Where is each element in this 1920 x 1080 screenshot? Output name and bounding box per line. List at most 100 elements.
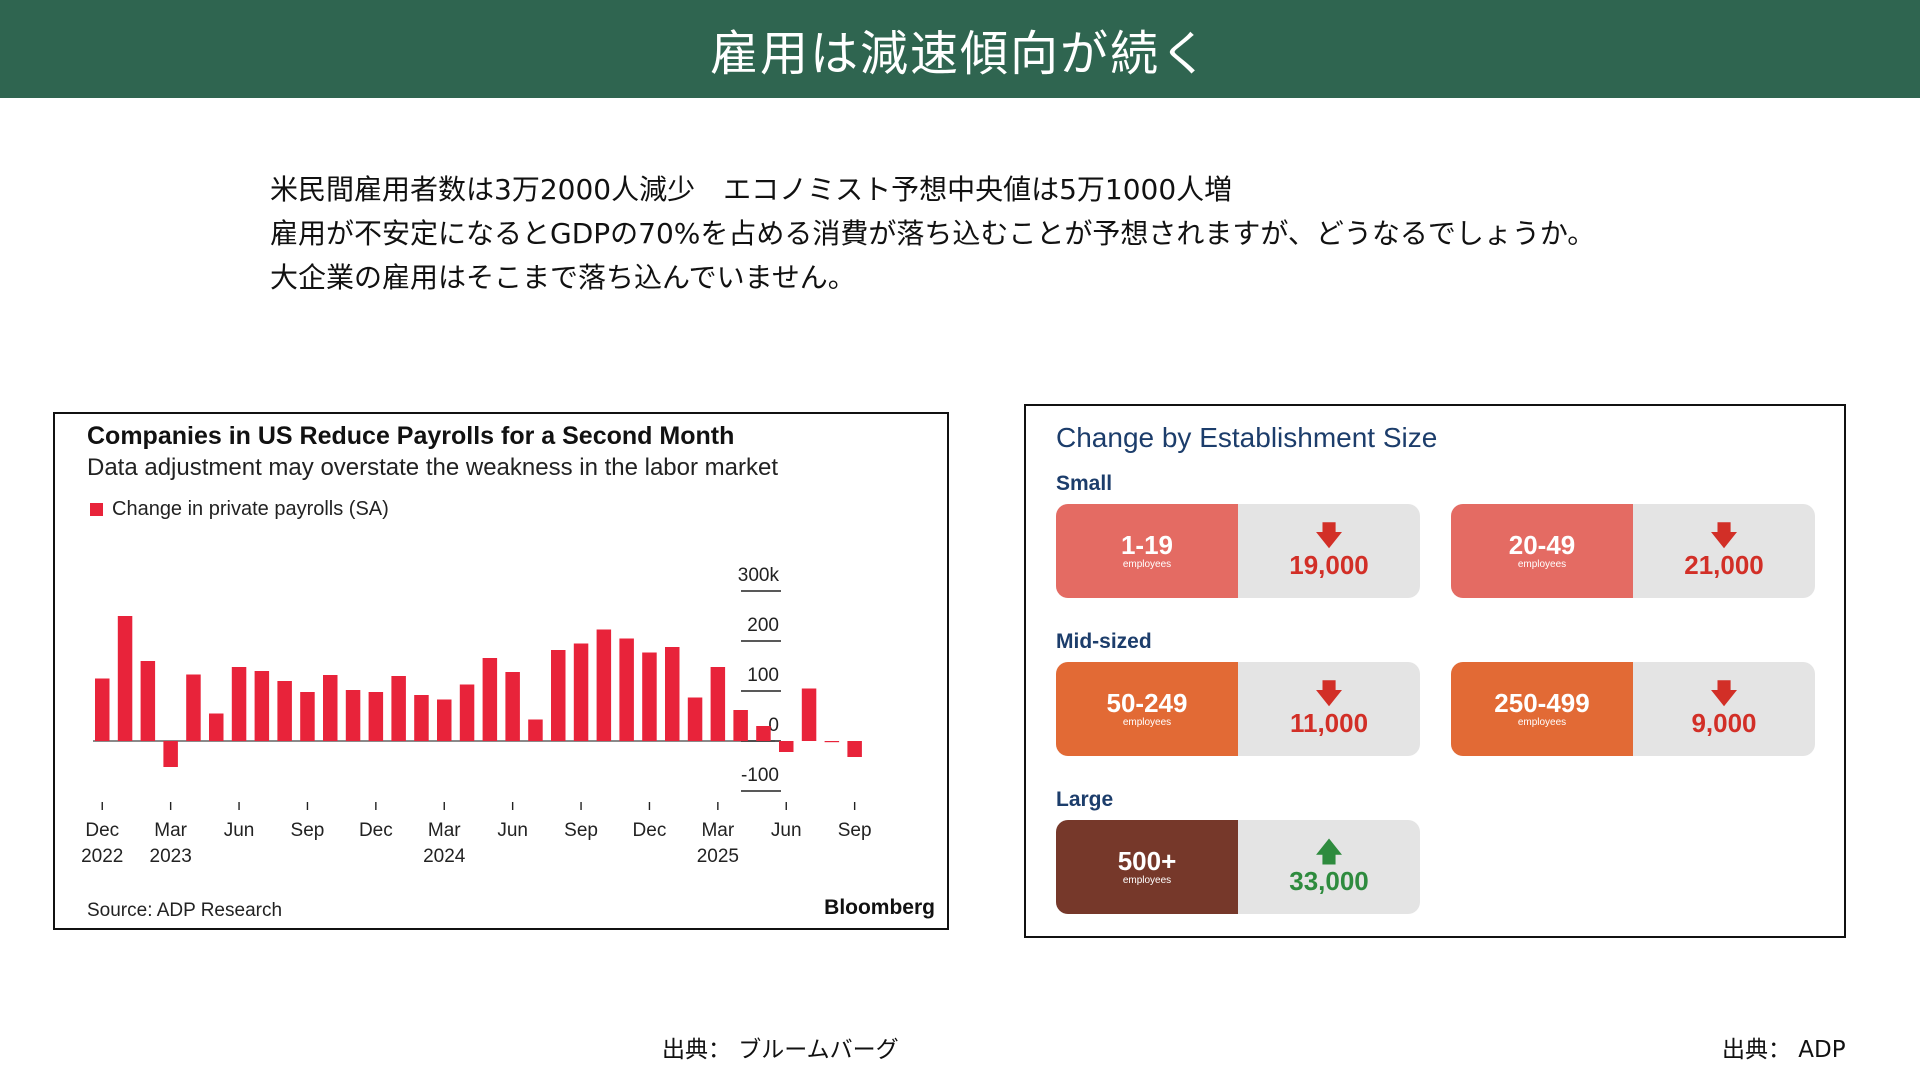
- payroll-bar: [619, 638, 634, 741]
- x-tick-label: Jun: [497, 820, 528, 841]
- size-unit: employees: [1517, 717, 1567, 728]
- bar-chart-plot: 300k 200 100 0 -100 Dec 2022 Mar 2023 Jun Sep Dec Ma…: [81, 565, 872, 867]
- change-amount: 11,000: [1289, 708, 1369, 738]
- chart-title: Companies in US Reduce Payrolls for a Se…: [87, 422, 735, 450]
- y-tick-label: -100: [741, 765, 779, 786]
- value-block: 🡅 33,000: [1238, 820, 1420, 914]
- payroll-bar: [345, 690, 361, 741]
- chart-legend: Change in private payrolls (SA): [90, 498, 389, 521]
- payroll-bar: [437, 699, 452, 741]
- payroll-bar: [95, 678, 110, 741]
- payroll-bar: [505, 672, 520, 741]
- payroll-bar: [368, 692, 384, 741]
- payroll-bar: [482, 658, 498, 741]
- size-card-50-249: 50-249 employees 🡇 11,000: [1056, 662, 1420, 756]
- size-unit: employees: [1517, 559, 1567, 570]
- payroll-bar: [277, 681, 292, 741]
- x-tick-label: Dec: [85, 820, 119, 841]
- payroll-bar: [710, 667, 726, 741]
- size-card-500-plus: 500+ employees 🡅 33,000: [1056, 820, 1420, 914]
- payroll-bar: [779, 741, 794, 752]
- up-arrow-icon: 🡅: [1314, 835, 1344, 868]
- group-label-mid: Mid-sized: [1056, 630, 1152, 653]
- x-tick-label: Mar: [428, 820, 461, 841]
- payroll-bar: [847, 741, 862, 757]
- change-amount: 33,000: [1289, 866, 1369, 896]
- x-tick-label: Sep: [838, 820, 872, 841]
- size-block: 50-249 employees: [1056, 662, 1238, 756]
- page-header: 雇用は減速傾向が続く: [0, 0, 1920, 98]
- size-block: 250-499 employees: [1451, 662, 1633, 756]
- size-unit: employees: [1122, 875, 1172, 886]
- x-tick-year: 2023: [150, 846, 192, 867]
- panel-title: Change by Establishment Size: [1056, 422, 1438, 453]
- x-tick-label: Dec: [359, 820, 393, 841]
- x-tick-label: Jun: [224, 820, 255, 841]
- payroll-bar: [459, 684, 475, 741]
- payroll-bar: [414, 695, 429, 741]
- x-tick-label: Sep: [291, 820, 325, 841]
- intro-line: 大企業の雇用はそこまで落ち込んでいません。: [270, 261, 856, 294]
- change-amount: 21,000: [1684, 550, 1764, 580]
- value-block: 🡇 19,000: [1238, 504, 1420, 598]
- size-unit: employees: [1122, 559, 1172, 570]
- x-tick-label: Jun: [771, 820, 802, 841]
- payroll-bar: [573, 643, 589, 741]
- down-arrow-icon: 🡇: [1709, 677, 1739, 710]
- payroll-bar: [596, 629, 612, 741]
- size-range: 500+: [1117, 846, 1177, 876]
- y-tick-label: 200: [747, 615, 779, 636]
- size-unit: employees: [1122, 717, 1172, 728]
- intro-line: 米民間雇用者数は3万2000人減少 エコノミスト予想中央値は5万1000人増: [270, 173, 1233, 206]
- down-arrow-icon: 🡇: [1314, 677, 1344, 710]
- legend-label: Change in private payrolls (SA): [112, 498, 389, 520]
- legend-swatch: [90, 503, 103, 516]
- value-block: 🡇 9,000: [1633, 662, 1815, 756]
- payroll-bar: [551, 650, 566, 741]
- page-title: 雇用は減速傾向が続く: [709, 26, 1210, 82]
- intro-line: 雇用が不安定になるとGDPの70%を占める消費が落ち込むことが予想されますが、ど…: [270, 217, 1596, 250]
- payrolls-chart: Companies in US Reduce Payrolls for a Se…: [53, 412, 949, 930]
- payroll-bar: [163, 741, 178, 767]
- size-range: 250-499: [1494, 688, 1590, 718]
- x-tick-label: Dec: [633, 820, 667, 841]
- payroll-bar: [756, 726, 771, 741]
- citation-bloomberg: 出典： ブルームバーグ: [662, 1037, 899, 1063]
- size-block: 20-49 employees: [1451, 504, 1633, 598]
- x-tick-year: 2024: [423, 846, 466, 867]
- change-amount: 9,000: [1691, 708, 1757, 738]
- size-range: 50-249: [1106, 688, 1188, 718]
- x-tick-label: Mar: [154, 820, 187, 841]
- payroll-bar: [209, 713, 224, 741]
- payroll-bar: [801, 688, 817, 741]
- size-card-20-49: 20-49 employees 🡇 21,000: [1451, 504, 1815, 598]
- y-tick-label: 100: [747, 665, 779, 686]
- payroll-bar: [254, 671, 270, 741]
- y-tick-label: 0: [768, 715, 779, 736]
- size-range: 1-19: [1120, 530, 1174, 560]
- chart-subtitle: Data adjustment may overstate the weakne…: [87, 454, 779, 481]
- change-amount: 19,000: [1289, 550, 1369, 580]
- intro-text: 米民間雇用者数は3万2000人減少 エコノミスト予想中央値は5万1000人増 雇…: [270, 168, 1595, 300]
- payroll-bar: [117, 616, 133, 741]
- x-tick-label: Sep: [564, 820, 598, 841]
- x-tick-year: 2022: [81, 846, 123, 867]
- payroll-bar: [687, 697, 703, 741]
- payroll-bar: [642, 652, 657, 741]
- payroll-bar: [231, 667, 247, 741]
- payroll-bar: [300, 692, 315, 741]
- citation-adp: 出典： ADP: [1722, 1037, 1846, 1063]
- x-tick-label: Mar: [701, 820, 734, 841]
- x-tick-year: 2025: [697, 846, 739, 867]
- establishment-size-panel: Change by Establishment Size Small Mid-s…: [1024, 404, 1846, 938]
- down-arrow-icon: 🡇: [1709, 519, 1739, 552]
- payroll-bar: [323, 675, 338, 741]
- size-block: 1-19 employees: [1056, 504, 1238, 598]
- y-tick-label: 300k: [738, 565, 780, 586]
- size-block: 500+ employees: [1056, 820, 1238, 914]
- payroll-bar: [528, 719, 543, 741]
- bloomberg-logo: Bloomberg: [824, 896, 935, 919]
- group-label-large: Large: [1056, 788, 1114, 811]
- payroll-bar: [391, 676, 406, 741]
- payroll-bar: [733, 710, 748, 741]
